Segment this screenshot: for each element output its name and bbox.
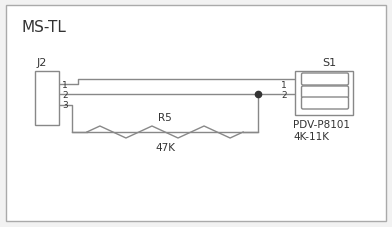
Text: 2: 2	[281, 90, 287, 99]
Text: S1: S1	[322, 58, 336, 68]
FancyBboxPatch shape	[301, 87, 348, 99]
Text: 1: 1	[62, 80, 68, 89]
Text: J2: J2	[37, 58, 47, 68]
Text: 4K-11K: 4K-11K	[293, 131, 329, 141]
Bar	[295, 72, 353, 116]
Bar	[35, 72, 59, 126]
FancyBboxPatch shape	[301, 74, 348, 86]
Text: 2: 2	[62, 90, 68, 99]
Text: R5: R5	[158, 113, 172, 122]
Text: PDV-P8101: PDV-P8101	[293, 119, 350, 129]
Text: 47K: 47K	[155, 142, 175, 152]
Text: MS-TL: MS-TL	[22, 20, 67, 35]
Text: 1: 1	[281, 80, 287, 89]
FancyBboxPatch shape	[301, 98, 348, 109]
Text: 3: 3	[62, 101, 68, 110]
